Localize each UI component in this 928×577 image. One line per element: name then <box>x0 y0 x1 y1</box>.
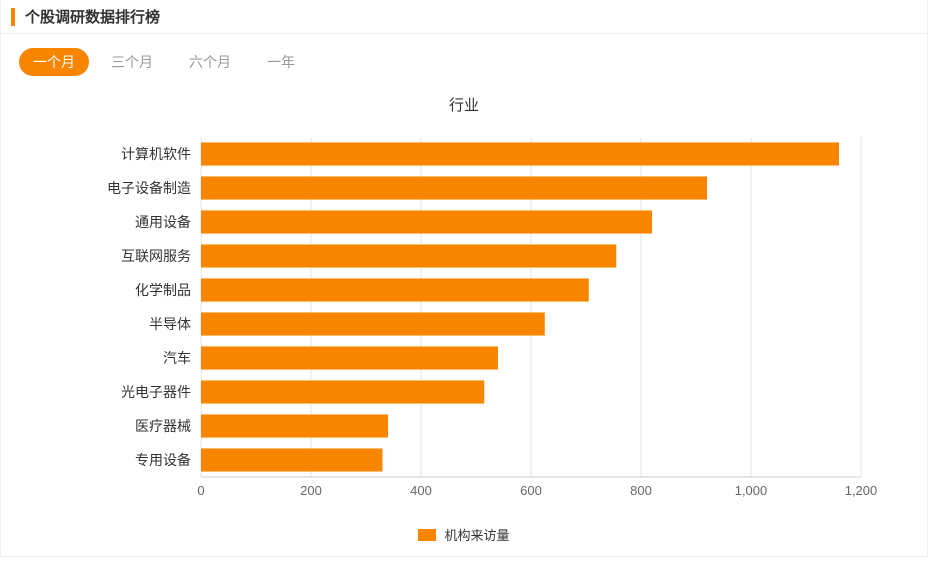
bar <box>201 346 498 369</box>
x-tick-label: 1,200 <box>845 483 878 498</box>
category-label: 计算机软件 <box>121 146 191 162</box>
x-tick-label: 800 <box>630 483 652 498</box>
bar <box>201 142 839 165</box>
category-label: 半导体 <box>149 316 191 332</box>
header-accent-bar <box>11 8 15 26</box>
panel-header: 个股调研数据排行榜 <box>1 0 927 34</box>
x-tick-label: 600 <box>520 483 542 498</box>
x-tick-label: 1,000 <box>735 483 768 498</box>
x-tick-label: 400 <box>410 483 432 498</box>
tab-1[interactable]: 三个月 <box>97 48 167 76</box>
tab-0[interactable]: 一个月 <box>19 48 89 76</box>
category-label: 电子设备制造 <box>107 180 191 196</box>
category-label: 化学制品 <box>135 282 191 298</box>
category-label: 医疗器械 <box>135 418 191 434</box>
panel-title: 个股调研数据排行榜 <box>25 6 160 27</box>
x-tick-label: 0 <box>197 483 204 498</box>
category-label: 光电子器件 <box>121 384 191 400</box>
bar <box>201 176 707 199</box>
category-label: 互联网服务 <box>121 248 191 264</box>
category-label: 通用设备 <box>135 214 191 230</box>
category-label: 专用设备 <box>135 452 191 468</box>
legend-swatch <box>418 529 436 541</box>
category-label: 汽车 <box>163 350 191 366</box>
bar <box>201 210 652 233</box>
legend-label: 机构来访量 <box>444 525 509 544</box>
bar-chart: 0 200 400 600 800 1,000 1,200 计算机软件电子设备制造通用设备互联… <box>21 127 901 507</box>
chart-area: 行业 0 200 400 600 800 1,000 1,200 计算机软件电子设备制造通用设… <box>1 84 927 517</box>
chart-legend: 机构来访量 <box>1 517 927 556</box>
bar <box>201 278 589 301</box>
time-range-tabs: 一个月三个月六个月一年 <box>1 34 927 84</box>
bar <box>201 244 616 267</box>
bar <box>201 414 388 437</box>
tab-2[interactable]: 六个月 <box>175 48 245 76</box>
chart-title: 行业 <box>21 94 907 115</box>
bar <box>201 380 484 403</box>
bar <box>201 312 545 335</box>
panel: 个股调研数据排行榜 一个月三个月六个月一年 行业 0 200 400 600 800 1,… <box>0 0 928 557</box>
bar <box>201 448 383 471</box>
tab-3[interactable]: 一年 <box>253 48 309 76</box>
x-tick-label: 200 <box>300 483 322 498</box>
